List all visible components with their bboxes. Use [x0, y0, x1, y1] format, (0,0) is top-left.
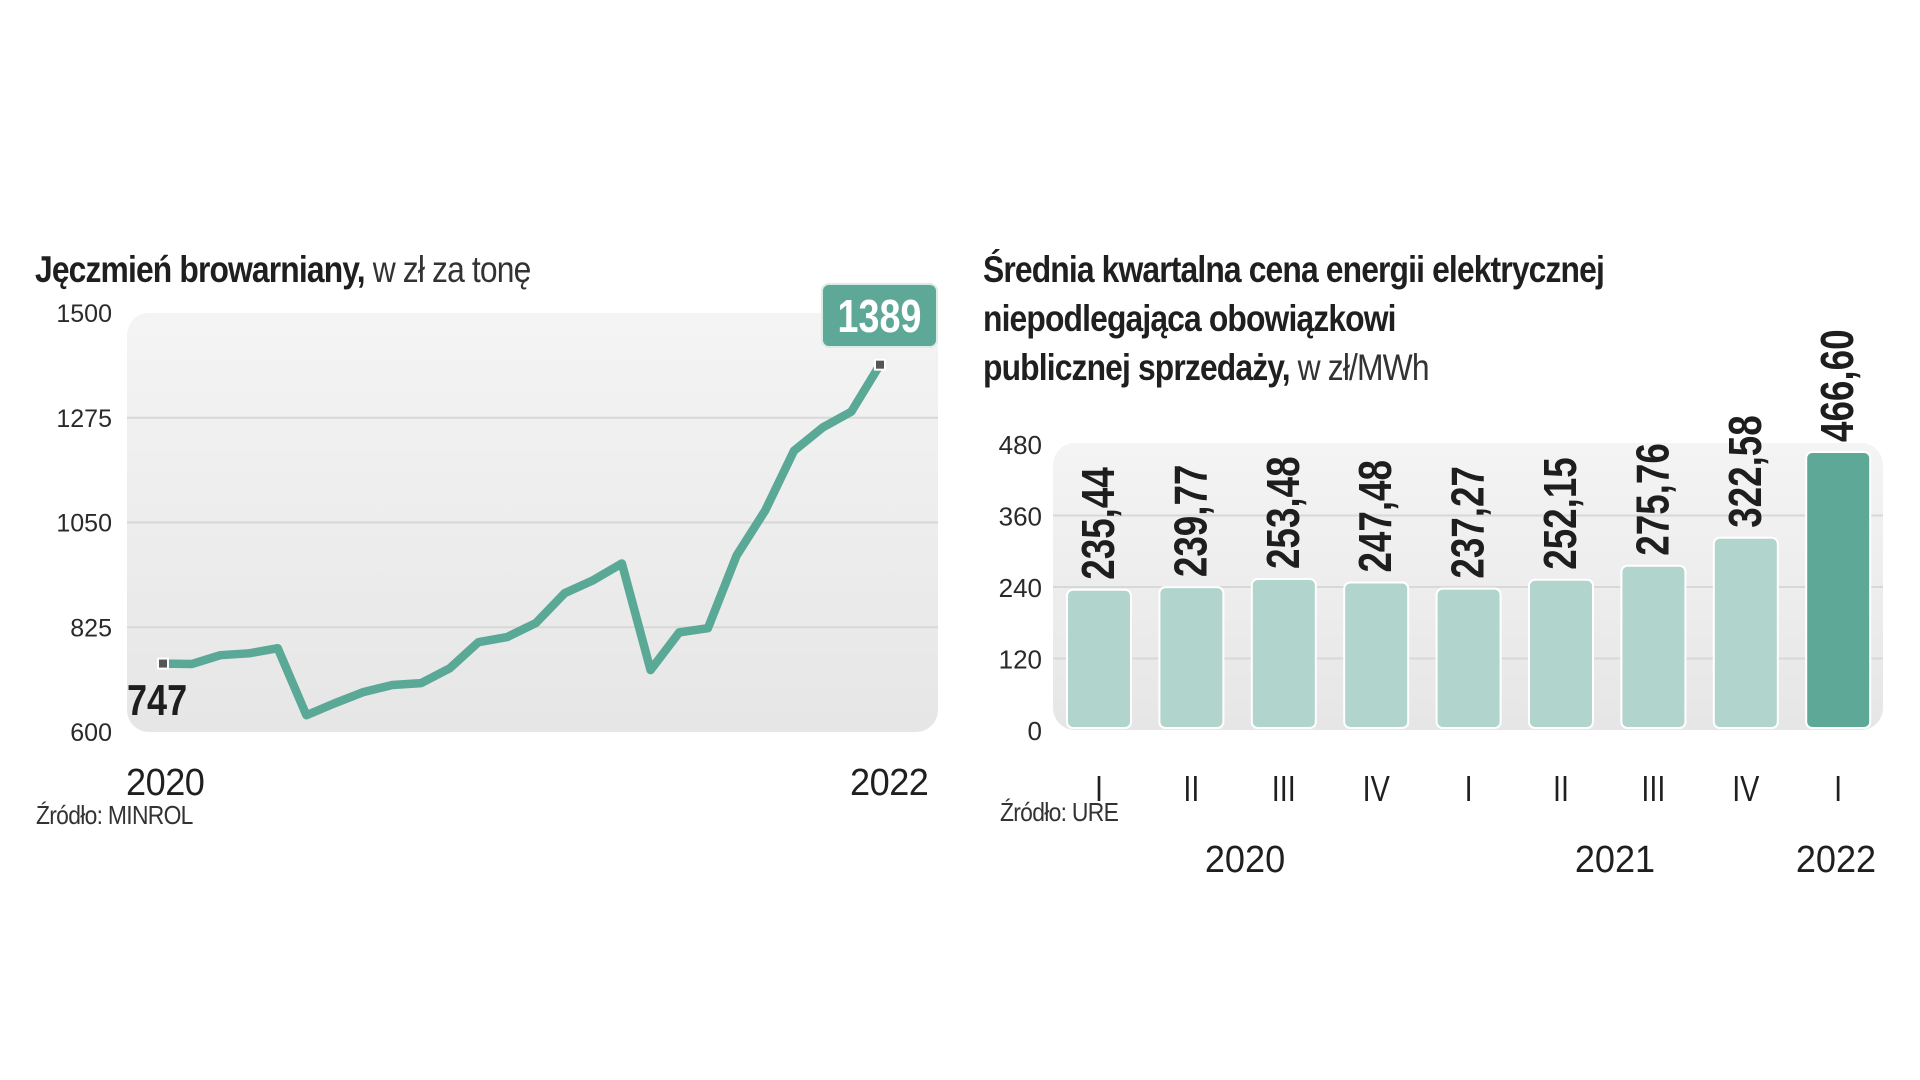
y-tick-label: 480 — [999, 430, 1042, 460]
right-title-line-2: niepodlegająca obowiązkowi — [983, 298, 1396, 339]
bar — [1066, 588, 1132, 729]
x-tick-label: IV — [1732, 768, 1759, 809]
bar — [1158, 586, 1225, 729]
x-tick-label: I — [1095, 768, 1103, 809]
bar — [1435, 587, 1502, 730]
bar-value-label: 253,48 — [1257, 456, 1309, 569]
start-value-label: 747 — [127, 676, 187, 725]
y-tick-label: 1050 — [56, 510, 112, 538]
bar — [1343, 581, 1410, 729]
x-tick-label: I — [1834, 768, 1842, 809]
bar-value-label: 237,27 — [1442, 466, 1494, 579]
x-label-end: 2022 — [850, 762, 933, 805]
end-value-label: 1389 — [838, 290, 922, 341]
y-tick-label: 0 — [1028, 716, 1042, 746]
y-tick-label: 120 — [999, 645, 1042, 675]
bar-value-label: 239,77 — [1164, 465, 1216, 578]
bar-value-label: 275,76 — [1626, 443, 1678, 556]
y-tick-label: 1500 — [56, 300, 112, 328]
x-tick-label: I — [1465, 768, 1473, 809]
right-source: Źródło: URE — [1000, 797, 1134, 828]
right-chart: Średnia kwartalna cena energii elektrycz… — [960, 0, 1920, 1080]
line-series — [162, 362, 884, 720]
y-tick-label: 600 — [70, 719, 112, 747]
year-group-label: 2022 — [1796, 837, 1876, 880]
bar — [1528, 578, 1594, 729]
x-label-end-text: 2022 — [850, 762, 929, 804]
left-title-bold: Jęczmień browarniany, — [35, 249, 366, 290]
bar — [1250, 577, 1317, 729]
y-tick-label: 240 — [999, 573, 1042, 603]
left-chart-title: Jęczmień browarniany, w zł za tonę — [35, 245, 611, 294]
year-group-label: 2021 — [1575, 837, 1655, 880]
left-source-text: Źródło: MINROL — [36, 800, 193, 830]
bar — [1620, 564, 1687, 729]
y-tick-label: 1275 — [56, 405, 112, 433]
left-source: Źródło: MINROL — [36, 800, 214, 831]
bar-value-label: 322,58 — [1719, 415, 1771, 528]
left-chart: Jęczmień browarniany, w zł za tonę 600 82… — [35, 245, 938, 831]
x-label-start-text: 2020 — [126, 762, 205, 804]
start-marker — [159, 659, 167, 668]
right-title-line-3: publicznej sprzedaży, w zł/MWh — [983, 343, 1604, 392]
x-tick-label: II — [1183, 768, 1199, 809]
bar-value-label: 466,60 — [1811, 329, 1863, 442]
x-tick-label: II — [1553, 768, 1569, 809]
bar-value-label: 247,48 — [1349, 460, 1401, 573]
y-tick-label: 825 — [70, 614, 112, 642]
left-title-unit: w zł za tonę — [364, 249, 532, 290]
right-source-text: Źródło: URE — [1000, 797, 1119, 827]
end-value-badge — [821, 283, 938, 348]
line-chart-plot: 600 825 1050 1275 1500 747 1389 — [56, 283, 938, 747]
x-tick-label: IV — [1363, 768, 1390, 809]
x-label-start: 2020 — [126, 762, 209, 805]
right-title-line-1: Średnia kwartalna cena energii elektrycz… — [983, 249, 1605, 290]
bar-value-label: 252,15 — [1534, 457, 1586, 570]
end-marker — [876, 360, 884, 369]
right-title-bold: publicznej sprzedaży, — [983, 347, 1291, 388]
x-tick-label: III — [1272, 768, 1296, 809]
right-chart-title: Średnia kwartalna cena energii elektrycz… — [983, 245, 1705, 392]
right-title-unit: w zł/MWh — [1289, 347, 1430, 388]
bar — [1805, 450, 1872, 729]
x-tick-label: III — [1641, 768, 1665, 809]
bar-value-label: 235,44 — [1072, 467, 1124, 580]
y-tick-label: 360 — [999, 502, 1042, 532]
bar — [1712, 536, 1779, 729]
year-group-label: 2020 — [1205, 837, 1285, 880]
